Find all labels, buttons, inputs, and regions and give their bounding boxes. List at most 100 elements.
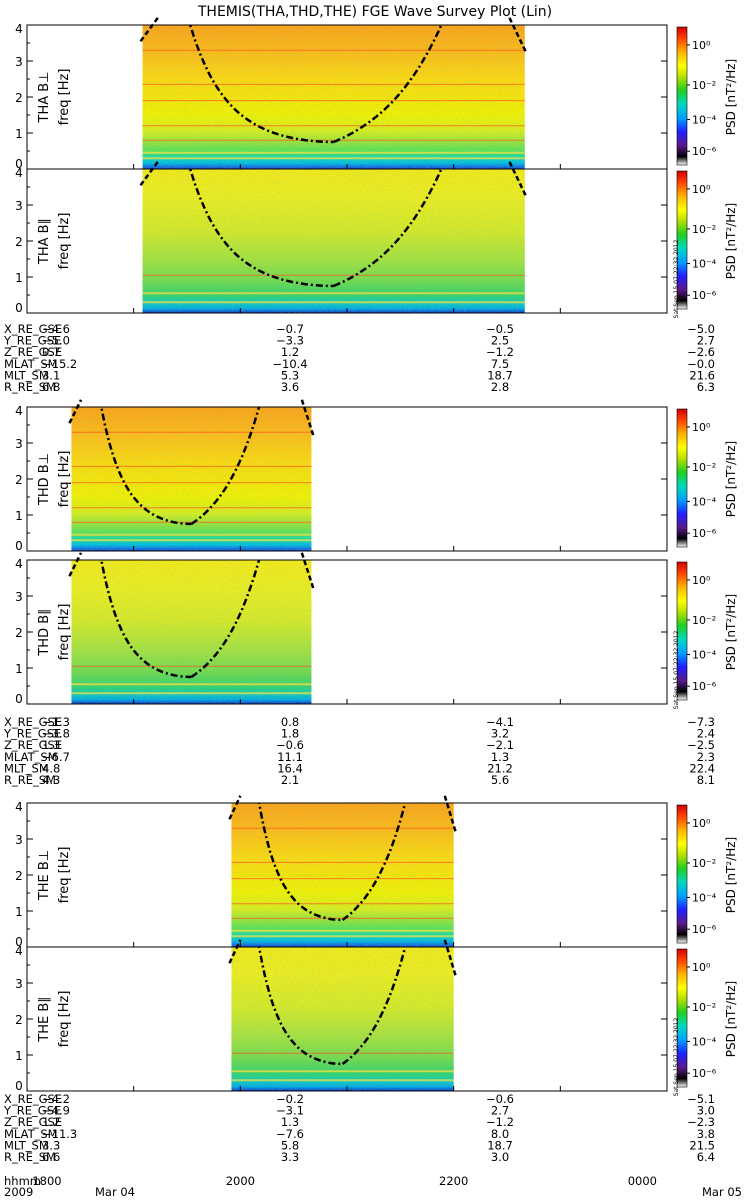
colorbar-tick-label: 10⁻⁴ (692, 113, 717, 126)
ephemeris-value: −0.6 (276, 738, 304, 752)
time-tick-label: 2000 (226, 1174, 255, 1188)
ephemeris-value: 1.3 (281, 1115, 299, 1129)
colorbar-tick-label: 10⁻² (692, 614, 716, 627)
ephemeris-row-name: MLAT_SM (4, 357, 58, 371)
gyrofrequency-curve-segment (443, 795, 457, 833)
ephemeris-block: X_RE_GSE−4.6 −0.7 −0.5 −5.0Y_RE_GSE−5.0 −3.3… (3, 322, 715, 394)
ephemeris-value: −2.6 (687, 345, 715, 359)
colorbar-tick-label: 10⁻⁶ (692, 923, 717, 936)
timestamp: Sat Sep 15 07:22:32 2012 (673, 631, 680, 710)
y-tick-label: 2 (15, 1013, 23, 1027)
ephemeris-value: −5.1 (687, 1092, 715, 1106)
colorbar-tick-label: 10⁻⁴ (692, 257, 717, 270)
ephemeris-value: 3.3 (42, 1138, 60, 1152)
colorbar-tick-label: 10⁻⁴ (692, 495, 717, 508)
ephemeris-value: 6.4 (697, 1150, 715, 1164)
ephemeris-value: −10.4 (272, 357, 307, 371)
ephemeris-row-name: MLAT_SM (4, 750, 58, 764)
spectrogram-panel: 0 1 2 3 4 THA B∥ freq [Hz] 10⁰ 10⁻² 10⁻⁴ 10⁻⁶ PSD [… (15, 161, 738, 318)
ephemeris-value: 21.2 (487, 761, 513, 775)
ephemeris-row-name: X_RE_GSE (4, 715, 62, 729)
ephemeris-value: 5.6 (491, 773, 509, 787)
colorbar-tick-label: 10⁻⁶ (692, 680, 717, 693)
y-tick-label: 1 (15, 905, 23, 919)
ephemeris-value: 3.0 (697, 1104, 715, 1118)
ephemeris-value: 18.7 (487, 1138, 513, 1152)
colorbar (676, 26, 688, 166)
ephemeris-row-name: Y_RE_GSE (3, 727, 61, 741)
gyrofrequency-curve (333, 25, 443, 144)
ephemeris-row-name: Y_RE_GSE (3, 334, 61, 348)
colorbar-label: PSD [nT²/Hz] (724, 203, 738, 279)
ephemeris-value: −3.8 (42, 727, 70, 741)
y-tick-label: 3 (15, 977, 23, 991)
ephemeris-value: −4.9 (42, 1104, 70, 1118)
colorbar-tick-label: 10⁻⁴ (692, 891, 717, 904)
ephemeris-value: −11.3 (42, 1127, 77, 1141)
y-tick-label: 2 (15, 869, 23, 883)
colorbar (676, 804, 688, 944)
ephemeris-value: 16.4 (277, 761, 303, 775)
y-tick-label: 0 (15, 157, 23, 171)
colorbar-tick-label: 10⁻⁶ (692, 1067, 717, 1080)
y-tick-label: 1 (15, 509, 23, 523)
ephemeris-value: 1.2 (42, 1115, 60, 1129)
spectrogram-panel: 0 1 2 3 4 THD B⊥ freq [Hz] 10⁰ 10⁻² 10⁻⁴ 10⁻⁶ PSD [… (15, 399, 738, 553)
date-end-label: Mar 05 (702, 1185, 742, 1199)
ephemeris-value: 0.8 (281, 715, 299, 729)
ephemeris-value: 1.8 (281, 727, 299, 741)
colorbar-tick-label: 10⁻⁴ (692, 1035, 717, 1048)
y-tick-label: 3 (15, 590, 23, 604)
spectrogram-texture (71, 560, 312, 704)
ephemeris-value: −5.0 (687, 322, 715, 336)
y-tick-label: 4 (15, 166, 23, 180)
spectrogram-texture (71, 407, 312, 551)
y-tick-label: 4 (15, 944, 23, 958)
y-tick-label: 0 (15, 539, 23, 553)
colorbar-label: PSD [nT²/Hz] (724, 837, 738, 913)
ephemeris-value: −0.0 (687, 357, 715, 371)
y-tick-label: 1 (15, 662, 23, 676)
panel-label: THA B⊥ (37, 72, 52, 124)
y-axis-label: freq [Hz] (57, 991, 72, 1048)
gyrofrequency-curve (257, 947, 343, 1066)
y-axis-label: freq [Hz] (57, 604, 72, 661)
ephemeris-value: 2.5 (491, 334, 509, 348)
ephemeris-value: 2.7 (491, 1104, 509, 1118)
ephemeris-value: −7.6 (276, 1127, 304, 1141)
gyrofrequency-curve-segment (68, 399, 83, 424)
colorbar-label: PSD [nT²/Hz] (724, 594, 738, 670)
gyrofrequency-curve (99, 560, 192, 679)
gyrofrequency-curve-segment (228, 795, 242, 820)
ephemeris-value: −4.1 (486, 715, 514, 729)
gyrofrequency-curve-segment (228, 939, 242, 964)
gyrofrequency-curve (190, 407, 261, 526)
gyrofrequency-curve (188, 169, 334, 288)
gyrofrequency-curve (257, 803, 343, 922)
colorbar-tick-label: 10⁰ (692, 183, 711, 196)
ephemeris-value: 3.2 (491, 727, 509, 741)
ephemeris-row-name: R_RE_SM (4, 380, 56, 394)
ephemeris-tables: X_RE_GSE−4.6 −0.7 −0.5 −5.0Y_RE_GSE−5.0 −3.3… (3, 322, 715, 1164)
y-tick-label: 4 (15, 22, 23, 36)
colorbar-tick-label: 10⁻² (692, 461, 716, 474)
ephemeris-value: −1.3 (42, 715, 70, 729)
ephemeris-value: 0.7 (42, 345, 60, 359)
ephemeris-value: −2.1 (486, 738, 514, 752)
ephemeris-value: 3.8 (697, 1127, 715, 1141)
timestamp: Sat Sep 15 07:22:32 2012 (673, 1018, 680, 1097)
y-axis-label: freq [Hz] (57, 847, 72, 904)
spectrogram-panel: 0 1 2 3 4 THA B⊥ freq [Hz] 10⁰ 10⁻² 10⁻⁴ 10⁻⁶ PSD [… (15, 17, 738, 171)
ephemeris-value: −7.3 (687, 715, 715, 729)
ephemeris-value: 2.7 (697, 334, 715, 348)
ephemeris-value: −0.6 (486, 1092, 514, 1106)
y-axis-label: freq [Hz] (57, 451, 72, 508)
ephemeris-value: −4.6 (42, 322, 70, 336)
spectrogram-panel: 0 1 2 3 4 THE B∥ freq [Hz] 10⁰ 10⁻² 10⁻⁴ 10⁻⁶ PSD [… (15, 939, 738, 1097)
y-tick-label: 0 (15, 692, 23, 706)
y-tick-label: 0 (15, 301, 23, 315)
year-label: 2009 (4, 1185, 33, 1199)
colorbar-label: PSD [nT²/Hz] (724, 441, 738, 517)
ephemeris-value: 5.8 (281, 1138, 299, 1152)
